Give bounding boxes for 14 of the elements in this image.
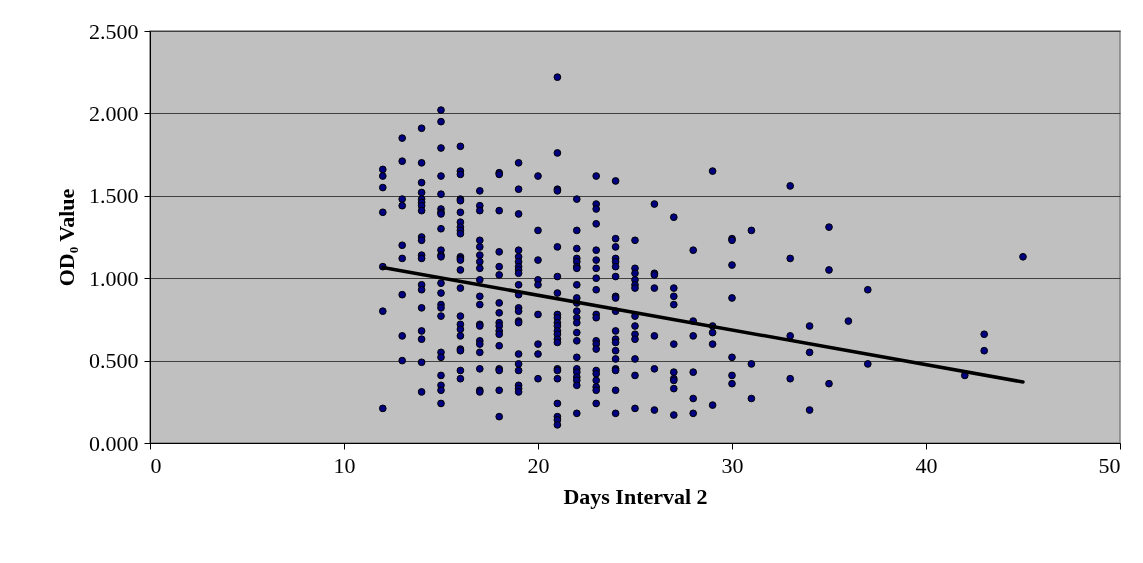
y-tick-label: 1.000 bbox=[89, 265, 139, 291]
y-tick-label: 0.500 bbox=[89, 348, 139, 374]
x-axis-title: Days Interval 2 bbox=[563, 483, 708, 509]
y-tick-label: 2.000 bbox=[89, 100, 139, 126]
y-tick-label: 0.000 bbox=[89, 430, 139, 456]
x-tick-label: 50 bbox=[1098, 452, 1121, 478]
y-tick-label: 1.500 bbox=[89, 183, 139, 209]
x-tick-label: 10 bbox=[333, 452, 356, 478]
y-tick-label: 2.500 bbox=[89, 18, 139, 44]
y-axis-title: OD₀ Value bbox=[54, 188, 79, 287]
x-tick-label: 30 bbox=[721, 452, 744, 478]
x-tick-label: 20 bbox=[527, 452, 550, 478]
x-tick-label: 0 bbox=[150, 452, 162, 478]
x-tick-label: 40 bbox=[915, 452, 938, 478]
